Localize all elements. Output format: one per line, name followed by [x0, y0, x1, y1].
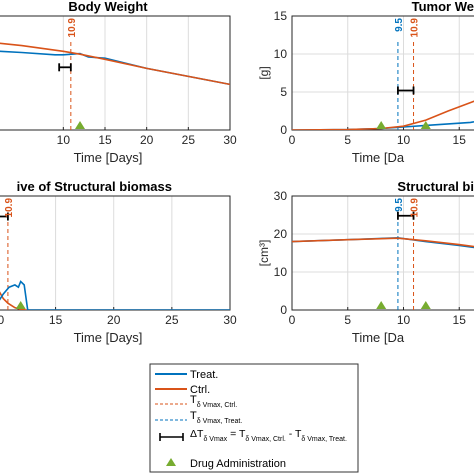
legend-drug-triangle-icon [166, 458, 176, 466]
y-tick-label: 20 [274, 227, 288, 241]
marker-label: 10.9 [410, 198, 421, 218]
series-line-ctrl [292, 237, 474, 248]
legend-delta-bar-icon [159, 433, 184, 441]
chart-4: 0 5 10 15 0 10 20 30 Structural bi Time [Da [cm³] 9… [257, 179, 474, 345]
axes-box [291, 15, 474, 131]
x-tick-label: 20 [107, 313, 121, 327]
chart-title: Body Weight [68, 0, 148, 14]
y-tick-label: 5 [280, 85, 287, 99]
grid [55, 196, 231, 310]
grid [62, 16, 231, 130]
chart-title: ive of Structural biomass [17, 179, 172, 194]
legend-delta-label: ΔTδ Vmax = Tδ Vmax, Ctrl. - Tδ Vmax, Tre… [190, 428, 347, 443]
grid [291, 195, 474, 311]
x-axis-label: Time [Da [352, 330, 405, 345]
x-tick-label: 10 [397, 133, 411, 147]
drug-triangle [376, 121, 387, 129]
x-tick-label: 10 [397, 313, 411, 327]
x-axis-label: Time [Da [352, 150, 405, 165]
y-tick-label: 0 [280, 123, 287, 137]
x-tick-label: 25 [182, 133, 196, 147]
plot-area [0, 212, 230, 310]
x-tick-label: 15 [453, 313, 467, 327]
y-axis-label: [cm³] [257, 240, 271, 267]
series-line-treat [0, 280, 230, 310]
series-line-ctrl [0, 291, 230, 310]
chart-2: 0 5 10 15 0 5 10 15 Tumor We Time [Da [g] 9.5 10.9 [257, 0, 474, 165]
y-tick-label: 10 [274, 47, 288, 61]
drug-triangle [420, 301, 431, 309]
chart-1: 10 15 20 25 30 Body Weight Time [Days] 10.9 [0, 0, 237, 165]
plots-layer: 10 15 20 25 30 Body Weight Time [Days] 10.9 0 5 10… [0, 0, 474, 345]
delta-bar [0, 212, 9, 221]
x-tick-label: 10 [0, 313, 4, 327]
legend-drug-label: Drug Administration [190, 458, 286, 470]
legend-tctrl-label: Tδ Vmax, Ctrl. [190, 394, 237, 409]
plot-area [0, 42, 230, 130]
legend-ttreat-label: Tδ Vmax, Treat. [190, 410, 242, 425]
drug-triangle [420, 121, 431, 129]
x-tick-label: 0 [289, 133, 296, 147]
x-tick-label: 15 [49, 313, 63, 327]
chart-title: Structural bi [397, 179, 474, 194]
plot-area [292, 211, 474, 310]
x-tick-label: 10 [57, 133, 71, 147]
x-tick-label: 15 [98, 133, 112, 147]
chart-title: Tumor We [412, 0, 474, 14]
chart-3: 10 15 20 25 30 ive of Structural biomass Time … [0, 179, 237, 345]
x-tick-label: 30 [223, 313, 237, 327]
legend-box [149, 363, 359, 473]
marker-label: 10.9 [4, 198, 15, 218]
y-tick-label: 10 [274, 265, 288, 279]
y-axis-label: [g] [257, 66, 271, 79]
x-tick-label: 15 [453, 133, 467, 147]
x-tick-label: 5 [344, 133, 351, 147]
delta-bar [397, 86, 415, 95]
y-tick-label: 15 [274, 9, 288, 23]
delta-bar [397, 211, 415, 220]
marker-label: 10.9 [67, 18, 78, 38]
drug-triangle [75, 121, 85, 129]
legend: Treat. Ctrl. Tδ Vmax, Ctrl. Tδ Vmax, Tre… [149, 363, 359, 473]
plot-area [292, 42, 474, 130]
axes-box [291, 195, 474, 311]
x-tick-label: 0 [289, 313, 296, 327]
series-line-ctrl [0, 42, 230, 86]
y-tick-label: 30 [274, 189, 288, 203]
x-tick-label: 5 [344, 313, 351, 327]
grid [291, 15, 474, 131]
marker-label: 9.5 [394, 198, 405, 212]
series-line-ctrl [292, 100, 474, 130]
drug-triangle [15, 301, 26, 309]
legend-ctrl-label: Ctrl. [190, 384, 210, 396]
axes-box [0, 195, 231, 311]
x-tick-label: 25 [165, 313, 179, 327]
marker-label: 9.5 [394, 18, 405, 32]
marker-label: 10.9 [410, 18, 421, 38]
y-tick-label: 0 [280, 303, 287, 317]
x-tick-label: 30 [223, 133, 237, 147]
axes-box [0, 15, 231, 131]
delta-bar [58, 63, 72, 72]
x-axis-label: Time [Days] [74, 150, 143, 165]
series-line-treat [0, 50, 230, 86]
x-tick-label: 20 [140, 133, 154, 147]
legend-treat-label: Treat. [190, 369, 218, 381]
x-axis-label: Time [Days] [74, 330, 143, 345]
drug-triangle [376, 301, 387, 309]
